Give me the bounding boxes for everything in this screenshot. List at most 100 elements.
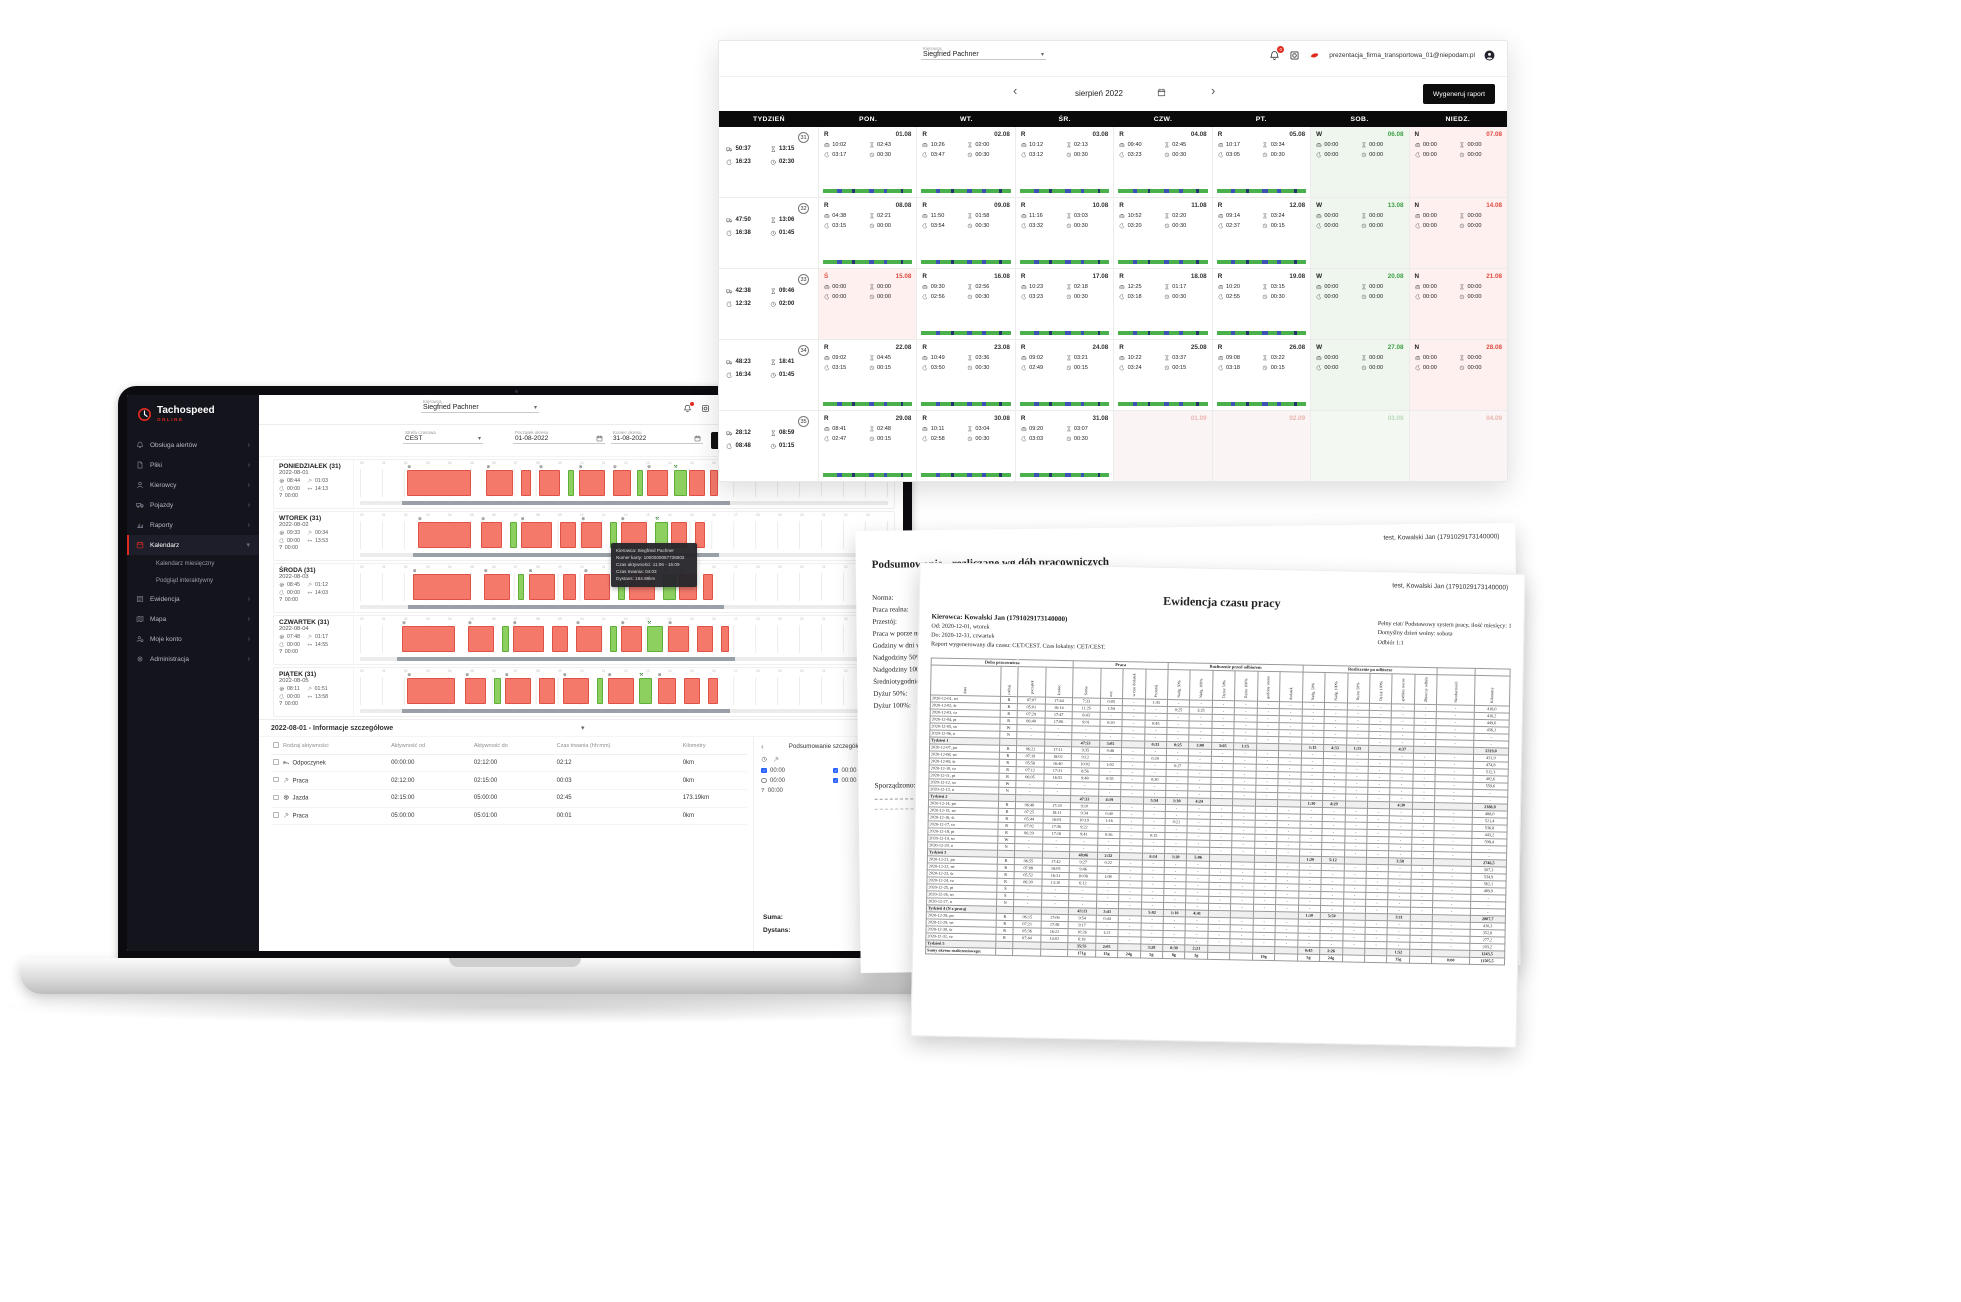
calendar-day-cell[interactable]: 04.09 (1409, 411, 1507, 481)
activity-segment[interactable]: ⊗ (520, 516, 553, 548)
sidebar-subitem[interactable]: Kalendarz miesięczny (156, 560, 215, 567)
calendar-day-cell[interactable]: R 12.08 09:14 03:24 02:37 00:15 (1213, 198, 1312, 268)
activity-segment[interactable]: ⊗ (481, 516, 503, 548)
activity-row[interactable]: Jazda 02:15:00 05:00:00 02:45 173.19km (271, 789, 747, 808)
calendar-day-cell[interactable]: R 23.08 10:49 03:36 03:50 00:30 (917, 340, 1016, 410)
activity-segment[interactable]: ⊗ (417, 516, 471, 548)
activity-segment[interactable] (720, 626, 729, 652)
prev-month-icon[interactable]: ‹ (1013, 83, 1018, 98)
calendar-day-cell[interactable]: Ś 15.08 00:00 00:00 00:00 00:00 (819, 269, 918, 339)
period-start-input[interactable]: Początek okresu 01-08-2022 (513, 429, 605, 444)
activity-segment[interactable]: ⊗ (486, 464, 513, 496)
activity-segment[interactable] (689, 470, 706, 496)
calendar-day-cell[interactable]: R 09.08 11:50 01:58 03:54 00:30 (917, 198, 1016, 268)
activity-segment[interactable]: ⊗ (407, 672, 455, 704)
week-summary-cell[interactable]: 35 28:12 08:59 08:48 01:15 (719, 411, 819, 481)
activity-segment[interactable]: ⚒ (673, 464, 687, 496)
activity-segment[interactable]: ⊗ (620, 620, 642, 652)
calendar-day-cell[interactable]: W 27.08 00:00 00:00 00:00 00:00 (1311, 340, 1410, 410)
calendar-icon[interactable] (694, 435, 701, 442)
summary-checkbox[interactable] (832, 767, 838, 774)
timeline-area[interactable]: 0001020304050607080910111213141516171819… (354, 460, 894, 508)
activity-segment[interactable]: ⊗ (504, 672, 532, 704)
summary-radio[interactable] (761, 777, 767, 784)
activity-row[interactable]: Praca 02:12:00 02:15:00 00:03 0km (271, 771, 747, 790)
calendar-day-cell[interactable]: W 20.08 00:00 00:00 00:00 00:00 (1311, 269, 1410, 339)
calendar-day-cell[interactable]: 03.09 (1311, 411, 1410, 481)
activity-segment[interactable]: ⊗ (402, 620, 455, 652)
activity-segment[interactable] (520, 470, 532, 496)
activity-segment[interactable]: ⊗ (528, 568, 555, 600)
activity-segment[interactable] (539, 678, 555, 704)
calendar-icon[interactable] (1157, 88, 1166, 97)
tachograph-icon[interactable] (701, 404, 710, 413)
activity-segment[interactable] (610, 626, 617, 652)
notifications-button[interactable] (683, 402, 694, 413)
calendar-day-cell[interactable]: R 19.08 10:20 03:15 02:55 00:30 (1213, 269, 1312, 339)
activity-segment[interactable]: ⊗ (581, 516, 603, 548)
calendar-day-cell[interactable]: R 30.08 10:11 03:04 02:58 00:30 (917, 411, 1016, 481)
activity-segment[interactable]: ⊗ (412, 568, 471, 600)
sidebar-item-drivers[interactable]: Kierowcy › (127, 475, 259, 495)
calendar-day-cell[interactable]: R 17.08 10:23 02:18 03:23 00:30 (1016, 269, 1115, 339)
driver-select[interactable]: Kierowca Siegfried Pachner ▾ (921, 45, 1046, 60)
sidebar-item-account[interactable]: Moje konto › (127, 629, 259, 649)
activity-segment[interactable]: ⊗ (465, 672, 487, 704)
activity-segment[interactable]: ⊗ (607, 672, 635, 704)
activity-segment[interactable] (560, 522, 577, 548)
activity-segment[interactable]: ⊗ (578, 464, 606, 496)
timeline-row[interactable]: PIĄTEK (31) 2022-08-05 08:11 01:51 00:00 13:5… (273, 667, 895, 717)
activity-segment[interactable] (707, 678, 719, 704)
app-logo[interactable]: Tachospeed ONLINE (127, 395, 259, 435)
activity-segment[interactable] (684, 678, 700, 704)
sidebar-item-vehicles[interactable]: Pojazdy › (127, 495, 259, 515)
activity-segment[interactable]: ⊗ (647, 464, 669, 496)
activity-segment[interactable] (552, 626, 569, 652)
next-month-icon[interactable]: › (1211, 83, 1216, 98)
activity-row[interactable]: Praca 05:00:00 05:01:00 00:01 0km (271, 807, 747, 826)
avatar-icon[interactable] (1484, 50, 1495, 61)
timeline-row[interactable]: PONIEDZIAŁEK (31) 2022-08-01 08:44 01:03 00:… (273, 459, 895, 509)
timeline-row[interactable]: ŚRODA (31) 2022-08-03 08:45 01:12 00:00 14:03… (273, 563, 895, 613)
activity-segment[interactable]: ⊗ (407, 464, 471, 496)
calendar-day-cell[interactable]: R 24.08 09:02 03:21 02:49 00:15 (1016, 340, 1115, 410)
calendar-day-cell[interactable]: R 10.08 11:16 03:03 03:32 00:30 (1016, 198, 1115, 268)
generate-report-button[interactable]: Wygeneruj raport (1422, 84, 1495, 104)
activity-segment[interactable]: ⊗ (483, 568, 511, 600)
details-header[interactable]: 2022-08-01 - Informacje szczegółowe ▾ (259, 720, 903, 737)
calendar-day-cell[interactable]: W 06.08 00:00 00:00 00:00 00:00 (1311, 127, 1410, 197)
activity-segment[interactable]: ⊗ (657, 672, 677, 704)
activity-segment[interactable] (710, 470, 719, 496)
summary-checkbox[interactable] (761, 767, 767, 774)
activity-segment[interactable] (568, 470, 575, 496)
calendar-day-cell[interactable]: R 11.08 10:52 02:20 03:20 00:30 (1114, 198, 1213, 268)
calendar-day-cell[interactable]: R 01.08 10:02 02:43 03:17 00:30 (819, 127, 918, 197)
tachograph-icon[interactable] (1289, 50, 1300, 61)
calendar-day-cell[interactable]: W 13.08 00:00 00:00 00:00 00:00 (1311, 198, 1410, 268)
activity-row[interactable]: Odpoczynek 00:00:00 02:12:00 02:12 0km (271, 754, 747, 773)
calendar-day-cell[interactable]: R 31.08 09:20 03:07 03:03 00:30 (1016, 411, 1115, 481)
calendar-day-cell[interactable]: 02.09 (1212, 411, 1312, 481)
calendar-icon[interactable] (596, 435, 603, 442)
row-checkbox[interactable] (273, 776, 279, 783)
activity-segment[interactable]: ⊗ (612, 464, 632, 496)
calendar-day-cell[interactable]: 01.09 (1114, 411, 1213, 481)
sidebar-item-map[interactable]: Mapa › (127, 609, 259, 629)
calendar-day-cell[interactable]: R 22.08 09:02 04:45 03:15 00:15 (819, 340, 918, 410)
timeline-row[interactable]: WTOREK (31) 2022-08-02 09:33 00:34 00:00 13:5… (273, 511, 895, 561)
row-checkbox[interactable] (273, 794, 279, 801)
sidebar-item-records[interactable]: Ewidencja › (127, 589, 259, 609)
sidebar-item-files[interactable]: Pliki › (127, 455, 259, 475)
calendar-day-cell[interactable]: R 18.08 12:25 01:17 03:18 00:30 (1114, 269, 1213, 339)
sidebar-item-reports[interactable]: Raporty › (127, 515, 259, 535)
activity-segment[interactable]: ⊗ (512, 620, 545, 652)
calendar-day-cell[interactable]: R 25.08 10:22 03:37 03:24 00:15 (1114, 340, 1213, 410)
calendar-day-cell[interactable]: N 28.08 00:00 00:00 00:00 00:00 (1409, 340, 1507, 410)
activity-segment[interactable] (494, 678, 501, 704)
calendar-day-cell[interactable]: R 04.08 09:40 02:45 03:23 00:30 (1114, 127, 1213, 197)
sidebar-subitem[interactable]: Podgląd interaktywny (156, 577, 214, 584)
calendar-day-cell[interactable]: R 05.08 10:17 03:34 03:05 00:30 (1213, 127, 1312, 197)
week-summary-cell[interactable]: 34 48:23 18:41 16:34 01:45 (719, 340, 819, 410)
